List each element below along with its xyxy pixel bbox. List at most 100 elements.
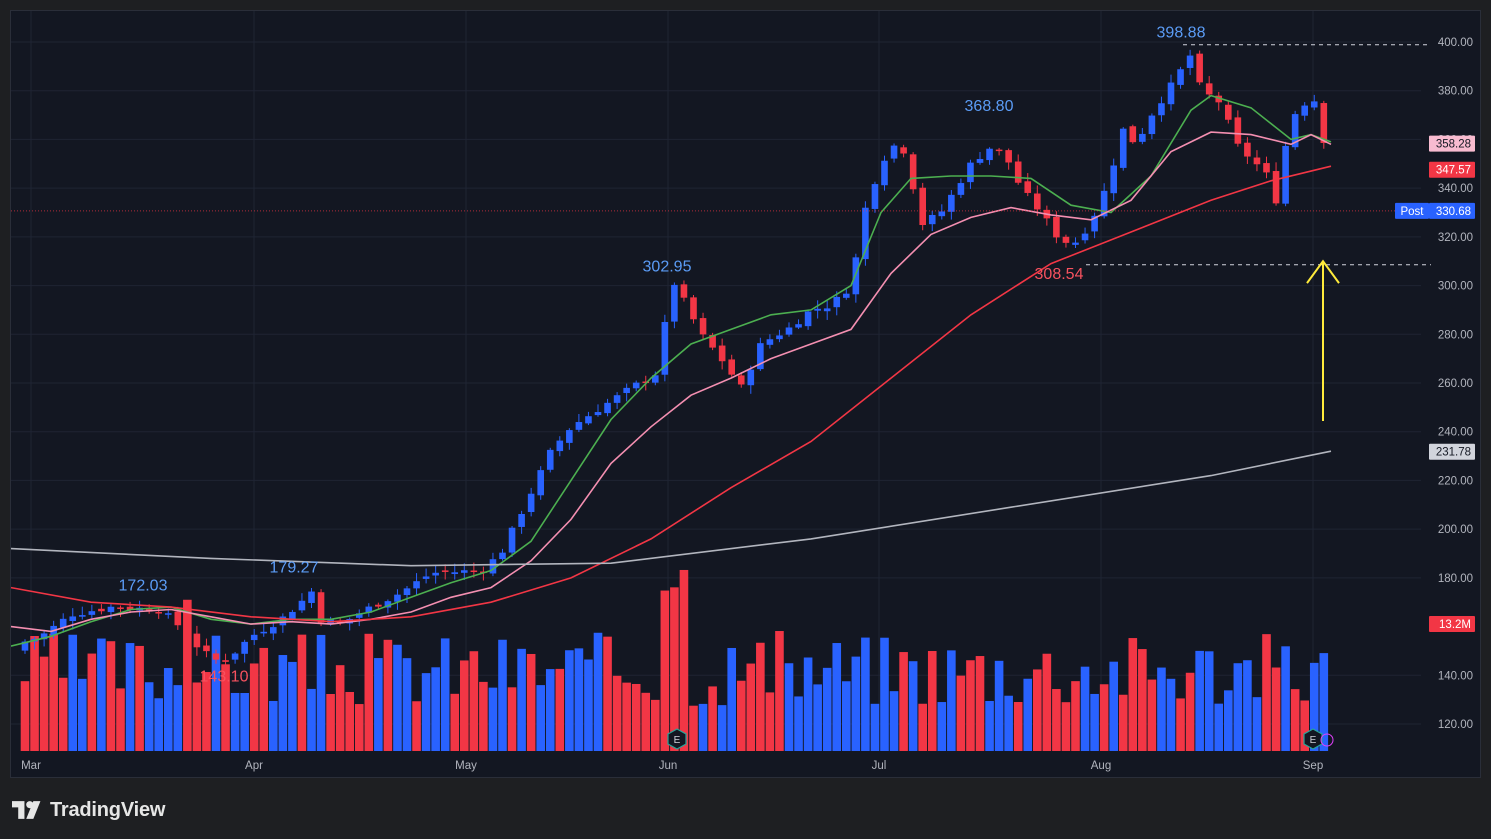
price-badge-label: 330.68	[1436, 206, 1471, 218]
time-axis[interactable]: Mar Apr May Jun Jul Aug Sep	[21, 760, 1323, 772]
candle-body	[1081, 233, 1089, 241]
candle-body	[1234, 117, 1242, 144]
volume-bar	[622, 682, 631, 751]
moving-averages	[11, 94, 1332, 647]
earnings-marker-label: E	[674, 735, 681, 746]
volume-bar	[698, 703, 708, 751]
volume-bar	[1300, 700, 1309, 751]
volume-bar	[1309, 662, 1319, 751]
candle-body	[1100, 190, 1108, 217]
volume-bar	[354, 704, 364, 751]
price-axis[interactable]: 400.00380.00360.00340.00320.00300.00280.…	[1395, 37, 1475, 731]
candle-body	[298, 600, 306, 611]
candle-body	[699, 318, 707, 335]
candle-body	[155, 612, 162, 614]
volume-bar	[39, 656, 49, 751]
candle-body	[1225, 104, 1232, 120]
volume-badge	[1429, 616, 1475, 632]
price-axis-label: 340.00	[1438, 183, 1473, 195]
time-axis-label: Jun	[659, 760, 678, 772]
candle-body	[928, 214, 936, 225]
candle-body	[795, 324, 802, 328]
volume-bar	[603, 636, 612, 751]
stock-chart[interactable]: 398.88 368.80 302.95 179.27 172.03 143.10 308.…	[11, 11, 1480, 777]
volume-bar	[1204, 651, 1214, 751]
candle-body	[193, 633, 201, 648]
candle-body	[1291, 114, 1299, 148]
volume-bar	[842, 681, 851, 751]
candle-body	[804, 311, 812, 327]
candle-body	[1244, 142, 1251, 157]
volume-bar	[374, 658, 383, 751]
candle-body	[1024, 181, 1032, 193]
price-annotation-label: 172.03	[119, 577, 168, 594]
volume-bar	[192, 682, 202, 751]
candle-body	[1129, 126, 1137, 143]
candle-body	[747, 369, 755, 386]
volume-bar	[1138, 649, 1147, 751]
volume-bar	[240, 692, 249, 751]
candle-body	[1253, 157, 1261, 165]
candle-body	[432, 572, 439, 576]
candle-body	[461, 570, 468, 573]
volume-bar	[78, 678, 87, 751]
volume-bar	[756, 642, 765, 751]
yellow-arrow-head	[1306, 259, 1340, 284]
volume-bar	[269, 700, 278, 751]
volume-bar	[1281, 646, 1290, 751]
volume-bar	[746, 663, 756, 751]
price-annotation-label: 179.27	[270, 560, 319, 577]
volume-bar	[660, 590, 670, 751]
volume-bar	[631, 683, 641, 751]
volume-bar	[1252, 697, 1262, 751]
candle-body	[556, 440, 564, 452]
candle-body	[203, 645, 210, 652]
volume-bar	[488, 687, 498, 751]
volume-bar	[574, 648, 584, 751]
candle-body	[823, 308, 831, 312]
candle-body	[900, 147, 907, 154]
candle-body	[1005, 150, 1012, 163]
ma-line	[11, 450, 1332, 567]
volume-bar	[765, 692, 775, 751]
volume-bar	[316, 634, 326, 751]
volume-bar	[727, 647, 736, 751]
volume-bar	[689, 705, 698, 751]
candle-body	[623, 387, 630, 394]
volume-bar	[612, 675, 622, 751]
candle-body	[413, 581, 420, 589]
volume-bar	[116, 688, 125, 751]
volume-bar	[1090, 693, 1099, 751]
volume-bar	[1004, 695, 1013, 751]
candle-body	[1215, 95, 1223, 103]
volume-bar	[985, 700, 994, 751]
volume-bars	[20, 569, 1329, 751]
candle-body	[1110, 165, 1117, 194]
candle-body	[1034, 193, 1041, 210]
volume-bar	[173, 685, 183, 751]
volume-bar	[221, 664, 230, 751]
price-axis-label: 280.00	[1438, 329, 1473, 341]
earnings-marker-icon	[667, 728, 687, 750]
candle-body	[1177, 69, 1184, 85]
price-badge	[1429, 161, 1475, 178]
volume-bar	[183, 599, 192, 751]
tradingview-wordmark: TradingView	[50, 798, 166, 821]
price-badge	[1429, 135, 1475, 152]
tradingview-logo[interactable]: TradingView	[12, 797, 165, 823]
volume-bar	[851, 656, 861, 751]
candle-body	[976, 159, 984, 163]
volume-bar	[421, 673, 431, 751]
volume-bar	[899, 652, 908, 751]
post-market-badge	[1395, 202, 1429, 219]
candle-body	[919, 187, 926, 226]
volume-bar	[517, 648, 526, 751]
volume-bar	[30, 635, 39, 751]
candle-body	[862, 207, 869, 260]
volume-bar	[97, 638, 106, 751]
time-axis-label: Apr	[245, 760, 263, 772]
volume-bar	[288, 661, 297, 751]
volume-bar	[679, 569, 689, 751]
time-axis-label: Jul	[872, 760, 887, 772]
candle-body	[317, 592, 325, 623]
